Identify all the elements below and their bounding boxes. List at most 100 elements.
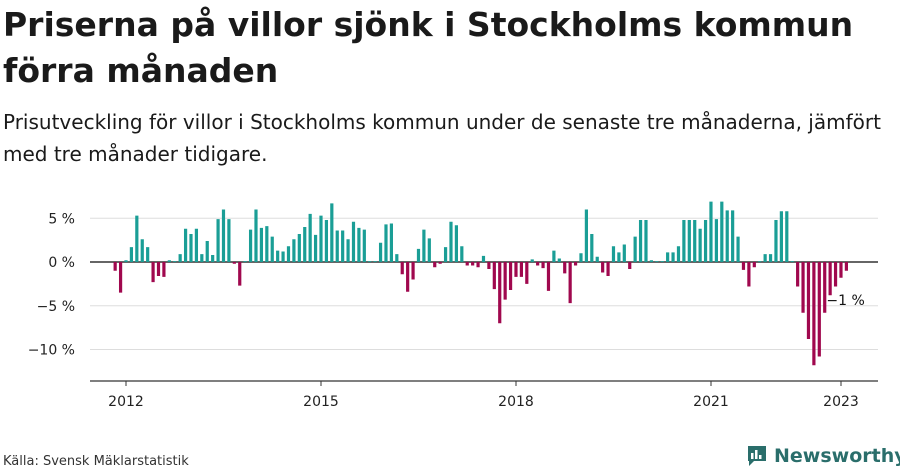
bar: [146, 247, 150, 263]
bar: [416, 248, 421, 263]
bar: [411, 262, 415, 280]
bar: [183, 228, 188, 262]
bar: [227, 219, 231, 263]
bar: [779, 211, 783, 262]
bar: [817, 262, 821, 357]
bar: [666, 252, 670, 263]
bar: [606, 262, 610, 276]
bar: [438, 262, 442, 264]
chart-subtitle: Prisutveckling för villor i Stockholms k…: [3, 110, 881, 166]
bar: [508, 262, 513, 290]
bar: [129, 247, 134, 263]
bar: [368, 261, 372, 263]
bar: [443, 247, 448, 263]
bar-chart: 5 % 0 % −5 % −10 % 2012 2015 2018 2021 2023 −1 …: [28, 201, 878, 410]
bar: [752, 262, 756, 268]
bar: [676, 246, 681, 262]
bar: [151, 262, 155, 283]
bar: [812, 262, 816, 366]
bar: [471, 262, 475, 266]
bar: [823, 262, 827, 313]
bar: [270, 236, 274, 263]
bar: [351, 221, 356, 262]
y-tick-label: 5 %: [48, 211, 75, 227]
bar: [135, 215, 139, 263]
bar: [563, 262, 567, 274]
bar: [514, 262, 518, 277]
bar: [346, 239, 350, 262]
bar: [709, 201, 713, 263]
bar: [400, 262, 404, 275]
bar: [433, 262, 437, 268]
bar: [638, 220, 643, 262]
bar: [113, 262, 117, 271]
bar: [313, 234, 318, 263]
bar: [194, 228, 199, 262]
bar: [758, 261, 762, 263]
y-axis-ticks: 5 % 0 % −5 % −10 %: [28, 211, 75, 358]
bar: [741, 262, 746, 270]
bar: [156, 262, 161, 276]
bar: [541, 262, 545, 269]
bar: [844, 262, 848, 271]
x-tick-label: 2015: [303, 394, 339, 410]
bar: [167, 260, 171, 262]
bar: [297, 234, 301, 262]
bar: [736, 236, 740, 263]
brand[interactable]: Newsworthy: [746, 442, 900, 470]
bar: [248, 229, 253, 263]
bar: [530, 259, 534, 263]
chart-title: Priserna på villor sjönk i Stockholms ko…: [3, 5, 854, 90]
bar: [449, 221, 453, 262]
y-tick-label: −5 %: [37, 299, 75, 315]
bar: [189, 234, 193, 262]
bar: [725, 210, 729, 263]
x-tick-label: 2012: [108, 394, 144, 410]
bar: [162, 262, 166, 277]
bar: [628, 262, 632, 269]
bar: [671, 252, 675, 263]
bar: [687, 220, 691, 262]
bar: [525, 262, 529, 284]
gridlines: [90, 217, 878, 350]
bar: [796, 262, 800, 287]
bar: [536, 262, 540, 266]
x-tick-label: 2023: [823, 394, 859, 410]
bar: [292, 239, 296, 262]
bar: [552, 250, 556, 263]
bar: [519, 262, 523, 277]
bar: [200, 254, 204, 263]
bar: [492, 262, 496, 290]
bar-chart-logo-icon: [748, 446, 766, 466]
bar: [178, 254, 182, 263]
bar: [714, 219, 718, 263]
bar: [406, 262, 410, 292]
bar: [763, 254, 767, 263]
bar: [308, 213, 312, 263]
bar: [319, 215, 323, 263]
bar: [378, 242, 383, 262]
bar: [330, 203, 334, 263]
y-tick-label: 0 %: [48, 255, 75, 271]
bar: [655, 261, 659, 263]
annotation: −1 %: [826, 293, 864, 309]
y-tick-label: −10 %: [28, 343, 75, 359]
bar: [693, 220, 697, 262]
bar: [124, 260, 128, 262]
bar: [747, 262, 751, 287]
bar: [590, 234, 594, 262]
bar: [454, 225, 458, 262]
bar: [254, 209, 258, 262]
bar: [205, 241, 209, 262]
bar: [731, 210, 735, 263]
bar: [173, 261, 177, 263]
latest-value-label: −1 %: [826, 293, 864, 309]
bar: [498, 262, 502, 324]
bar: [373, 261, 377, 263]
bars: [113, 201, 848, 366]
bar: [389, 223, 393, 262]
bar: [362, 229, 366, 263]
bar: [617, 252, 621, 263]
bar: [595, 256, 599, 262]
bar: [118, 262, 123, 293]
